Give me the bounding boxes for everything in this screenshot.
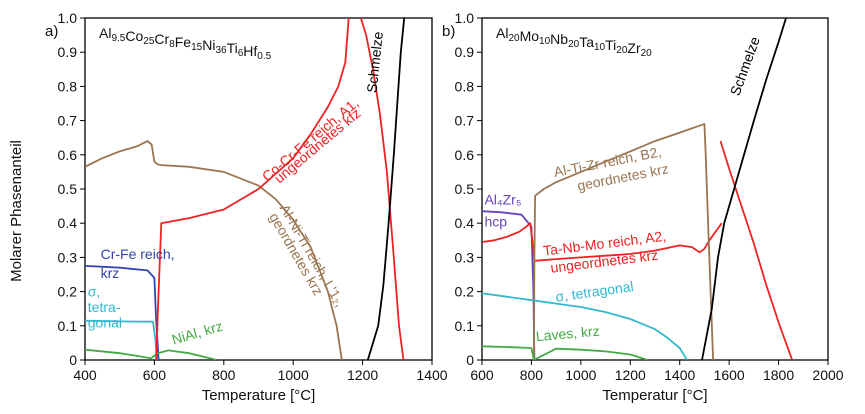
x-tick-label: 1600 xyxy=(714,367,745,383)
x-axis-label: Temperature [°C] xyxy=(202,387,316,404)
y-tick-label: 0.5 xyxy=(455,181,475,197)
x-axis-label: Temperatur [°C] xyxy=(602,387,707,404)
y-tick-label: 0.1 xyxy=(58,318,78,334)
phase-annotation: σ, tetragonal xyxy=(554,278,634,305)
series-line-red xyxy=(155,18,350,360)
x-tick-label: 1000 xyxy=(565,367,596,383)
y-tick-label: 0.2 xyxy=(455,284,475,300)
series-line-purple xyxy=(482,210,536,360)
y-tick-label: 0.9 xyxy=(455,44,475,60)
panel-title: Al20Mo10Nb20Ta10Ti20Zr20 xyxy=(496,25,652,59)
y-tick-label: 0.5 xyxy=(58,181,78,197)
series-line-cyan xyxy=(482,292,688,360)
y-axis-label: Molarer Phasenanteil xyxy=(8,140,25,282)
series-line-brown xyxy=(85,140,343,360)
x-tick-label: 1200 xyxy=(347,367,378,383)
phase-annotation: Al₄Zr₅ xyxy=(484,191,521,207)
x-tick-label: 1000 xyxy=(278,367,309,383)
y-tick-label: 1.0 xyxy=(58,10,78,26)
y-tick-label: 0.4 xyxy=(58,215,78,231)
x-tick-label: 1200 xyxy=(615,367,646,383)
phase-annotation: Schmelze xyxy=(727,34,763,97)
phase-annotation: ungeordnetes kfz xyxy=(271,105,364,186)
phase-annotation: NiAl, krz xyxy=(170,318,225,348)
x-tick-label: 2000 xyxy=(812,367,843,383)
y-tick-label: 0.1 xyxy=(455,318,475,334)
series-line-black xyxy=(366,18,406,360)
phase-annotation: Laves, krz xyxy=(535,323,600,345)
y-tick-label: 0.9 xyxy=(58,44,78,60)
x-tick-label: 800 xyxy=(212,367,236,383)
y-tick-label: 0.4 xyxy=(455,215,475,231)
panel-b: 600 800 1000 1200 1400 1600 1800 2000 0 0.1 0.2 0.3… xyxy=(442,10,844,404)
y-tick-label: 0.2 xyxy=(58,284,78,300)
x-tick-label: 600 xyxy=(143,367,167,383)
phase-annotation: krz xyxy=(101,265,120,281)
y-tick-label: 0.8 xyxy=(455,78,475,94)
y-tick-label: 0.7 xyxy=(58,113,78,129)
x-tick-label: 1800 xyxy=(763,367,794,383)
y-tick-label: 0 xyxy=(466,352,474,368)
y-tick-label: 0.6 xyxy=(58,147,78,163)
series-line-green xyxy=(482,345,648,360)
x-tick-label: 800 xyxy=(520,367,544,383)
phase-annotation: hcp xyxy=(484,214,507,230)
series-line-red xyxy=(360,18,405,360)
y-tick-label: 1.0 xyxy=(455,10,475,26)
x-tick-label: 400 xyxy=(73,367,97,383)
y-tick-label: 0.6 xyxy=(455,147,475,163)
panel-title: Al9.5Co25Cr8Fe15Ni36Ti6Hf0.5 xyxy=(99,25,272,62)
y-tick-label: 0.3 xyxy=(455,249,475,265)
phase-annotation: Cr-Fe reich, xyxy=(101,246,175,262)
series-line-green xyxy=(85,348,218,360)
phase-annotation: tetra- xyxy=(88,299,121,315)
series-line-brown xyxy=(533,123,714,360)
panel-label: a) xyxy=(45,23,58,40)
series-line-red xyxy=(719,140,794,360)
panel-label: b) xyxy=(442,23,455,40)
panel-a: 400 600 800 1000 1200 1400 0 0.1 0.2 0.3 0.4 0.5 0.6… xyxy=(45,10,448,404)
phase-annotation: gonal xyxy=(88,315,122,331)
x-tick-label: 1400 xyxy=(664,367,695,383)
series-line-black xyxy=(701,18,787,360)
series-line-red xyxy=(482,222,723,262)
phase-annotation: Schmelze xyxy=(364,31,386,94)
phase-annotation: σ, xyxy=(88,284,101,300)
x-tick-label: 1400 xyxy=(416,367,447,383)
y-tick-label: 0 xyxy=(69,352,77,368)
x-tick-label: 600 xyxy=(470,367,494,383)
y-tick-label: 0.8 xyxy=(58,78,78,94)
y-tick-label: 0.7 xyxy=(455,113,475,129)
y-tick-label: 0.3 xyxy=(58,249,78,265)
